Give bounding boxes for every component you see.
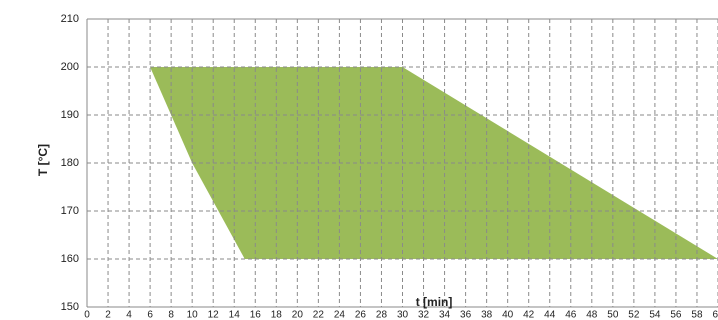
x-tick-label: 16: [250, 310, 262, 320]
x-tick-label: 26: [355, 310, 367, 320]
x-tick-label: 48: [586, 310, 598, 320]
y-axis-label: T [°C]: [36, 144, 50, 176]
y-tick-label: 210: [61, 13, 79, 25]
x-tick-label: 58: [691, 310, 703, 320]
x-tick-label: 46: [565, 310, 577, 320]
x-tick-label: 32: [418, 310, 430, 320]
y-tick-label: 200: [61, 61, 79, 73]
x-tick-label: 24: [334, 310, 346, 320]
x-tick-label: 56: [670, 310, 682, 320]
x-tick-label: 60: [712, 310, 718, 320]
x-tick-label: 20: [292, 310, 304, 320]
x-tick-label: 22: [313, 310, 325, 320]
x-tick-label: 12: [208, 310, 220, 320]
x-tick-label: 8: [168, 310, 174, 320]
x-tick-label: 6: [147, 310, 153, 320]
x-tick-label: 54: [649, 310, 661, 320]
y-tick-label: 180: [61, 157, 79, 169]
x-tick-label: 2: [105, 310, 111, 320]
y-tick-label: 190: [61, 109, 79, 121]
x-tick-label: 0: [84, 310, 90, 320]
x-tick-label: 38: [481, 310, 493, 320]
y-tick-label: 150: [61, 301, 79, 313]
y-tick-label: 170: [61, 205, 79, 217]
x-tick-label: 18: [271, 310, 283, 320]
x-tick-label: 36: [460, 310, 472, 320]
y-tick-label: 160: [61, 253, 79, 265]
x-tick-label: 50: [607, 310, 619, 320]
x-tick-label: 10: [187, 310, 199, 320]
x-tick-label: 28: [376, 310, 388, 320]
x-tick-label: 4: [126, 310, 132, 320]
x-tick-label: 44: [544, 310, 556, 320]
x-tick-label: 14: [229, 310, 241, 320]
x-axis-label: t [min]: [416, 295, 453, 309]
x-tick-label: 34: [439, 310, 451, 320]
x-tick-label: 40: [502, 310, 514, 320]
x-tick-label: 42: [523, 310, 535, 320]
x-tick-label: 30: [397, 310, 409, 320]
x-tick-label: 52: [628, 310, 640, 320]
